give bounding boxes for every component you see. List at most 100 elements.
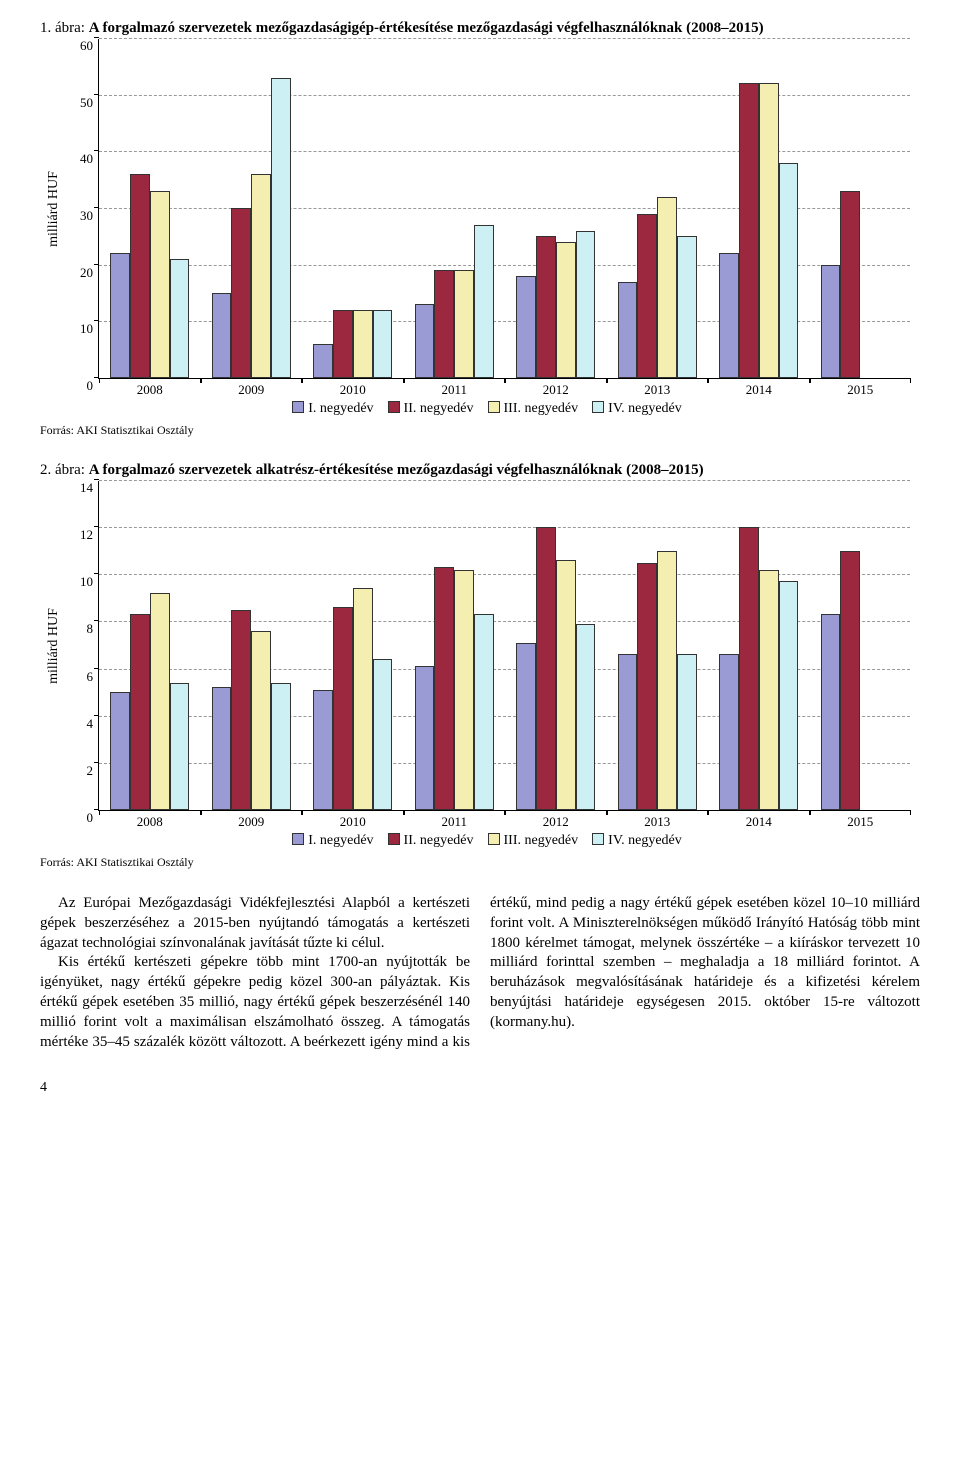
bar xyxy=(251,631,271,810)
bar xyxy=(779,163,799,378)
legend-swatch xyxy=(292,401,304,413)
bar xyxy=(150,191,170,378)
bar xyxy=(313,344,333,378)
bar xyxy=(454,270,474,378)
chart2-source: Forrás: AKI Statisztikai Osztály xyxy=(40,855,920,870)
bar xyxy=(333,310,353,378)
x-tick-label: 2011 xyxy=(404,378,506,398)
legend-label: III. negyedév xyxy=(504,401,579,416)
legend-label: I. negyedév xyxy=(308,401,373,416)
bar xyxy=(373,659,393,810)
x-tick-label: 2009 xyxy=(201,810,303,830)
legend-swatch xyxy=(592,401,604,413)
body-para-1: Az Európai Mezőgazdasági Vidékfejlesztés… xyxy=(40,894,470,953)
x-tick-label: 2012 xyxy=(505,810,607,830)
chart2-title: 2. ábra: A forgalmazó szervezetek alkatr… xyxy=(40,462,920,479)
chart1-source: Forrás: AKI Statisztikai Osztály xyxy=(40,423,920,438)
year-group: 2015 xyxy=(810,481,912,810)
bar xyxy=(779,581,799,810)
x-tick-label: 2014 xyxy=(708,810,810,830)
bar xyxy=(434,270,454,378)
bar xyxy=(212,293,232,378)
y-tick-label: 12 xyxy=(63,527,93,543)
year-group: 2011 xyxy=(404,481,506,810)
chart1-plot-wrap: milliárd HUF 010203040506020082009201020… xyxy=(50,39,910,379)
y-tick-label: 10 xyxy=(63,321,93,337)
bar xyxy=(618,282,638,378)
x-tick-label: 2015 xyxy=(810,378,912,398)
bars-layer: 20082009201020112012201320142015 xyxy=(99,481,910,810)
x-tick-label: 2008 xyxy=(99,810,201,830)
year-group: 2009 xyxy=(201,39,303,378)
year-group: 2013 xyxy=(607,39,709,378)
chart1-title-prefix: 1. ábra: xyxy=(40,20,89,36)
legend-label: IV. negyedév xyxy=(608,401,682,416)
bar xyxy=(333,607,353,810)
chart1-plot: 0102030405060200820092010201120122013201… xyxy=(98,39,910,379)
year-group: 2014 xyxy=(708,39,810,378)
bar xyxy=(719,253,739,378)
legend-swatch xyxy=(388,401,400,413)
bar xyxy=(657,197,677,378)
y-tick-label: 2 xyxy=(63,763,93,779)
bar xyxy=(373,310,393,378)
year-group: 2015 xyxy=(810,39,912,378)
y-tick-label: 6 xyxy=(63,669,93,685)
year-group: 2012 xyxy=(505,481,607,810)
bar xyxy=(576,231,596,378)
bar xyxy=(353,588,373,810)
bar xyxy=(313,690,333,810)
chart2-title-bold: A forgalmazó szervezetek alkatrész-érték… xyxy=(89,462,704,478)
bar xyxy=(637,563,657,811)
bar xyxy=(454,570,474,810)
bar xyxy=(677,236,697,378)
bar xyxy=(516,643,536,810)
legend-swatch xyxy=(488,833,500,845)
year-group: 2013 xyxy=(607,481,709,810)
bar xyxy=(618,654,638,810)
year-group: 2011 xyxy=(404,39,506,378)
body-text: Az Európai Mezőgazdasági Vidékfejlesztés… xyxy=(40,894,920,1052)
bar xyxy=(556,242,576,378)
chart2-title-prefix: 2. ábra: xyxy=(40,462,89,478)
legend-swatch xyxy=(592,833,604,845)
legend-label: III. negyedév xyxy=(504,833,579,848)
bar xyxy=(150,593,170,810)
x-tick-label: 2013 xyxy=(607,810,709,830)
bar xyxy=(212,687,232,810)
legend-label: II. negyedév xyxy=(404,401,474,416)
bar xyxy=(840,551,860,810)
bar xyxy=(415,666,435,810)
x-tick-label: 2010 xyxy=(302,378,404,398)
bar xyxy=(739,527,759,810)
x-tick-label: 2015 xyxy=(810,810,912,830)
bar xyxy=(536,527,556,810)
bar xyxy=(415,304,435,378)
legend-label: I. negyedév xyxy=(308,833,373,848)
x-tick-label: 2010 xyxy=(302,810,404,830)
year-group: 2008 xyxy=(99,39,201,378)
legend-swatch xyxy=(388,833,400,845)
year-group: 2012 xyxy=(505,39,607,378)
chart2-legend: I. negyedévII. negyedévIII. negyedévIV. … xyxy=(40,833,920,849)
y-tick-label: 8 xyxy=(63,621,93,637)
y-tick-label: 30 xyxy=(63,208,93,224)
chart1-legend: I. negyedév II. negyedév III. negyedév IV. … xyxy=(40,401,920,417)
bar xyxy=(759,570,779,810)
bar xyxy=(353,310,373,378)
y-tick-label: 40 xyxy=(63,151,93,167)
bar xyxy=(840,191,860,378)
x-tick-label: 2011 xyxy=(404,810,506,830)
legend-swatch xyxy=(488,401,500,413)
y-tick-label: 10 xyxy=(63,574,93,590)
bar xyxy=(536,236,556,378)
bar xyxy=(516,276,536,378)
legend-swatch xyxy=(292,833,304,845)
y-tick-label: 0 xyxy=(63,378,93,394)
bar xyxy=(271,78,291,378)
year-group: 2010 xyxy=(302,39,404,378)
bar xyxy=(170,683,190,810)
bar xyxy=(110,692,130,810)
y-tick-label: 0 xyxy=(63,810,93,826)
x-tick-label: 2012 xyxy=(505,378,607,398)
